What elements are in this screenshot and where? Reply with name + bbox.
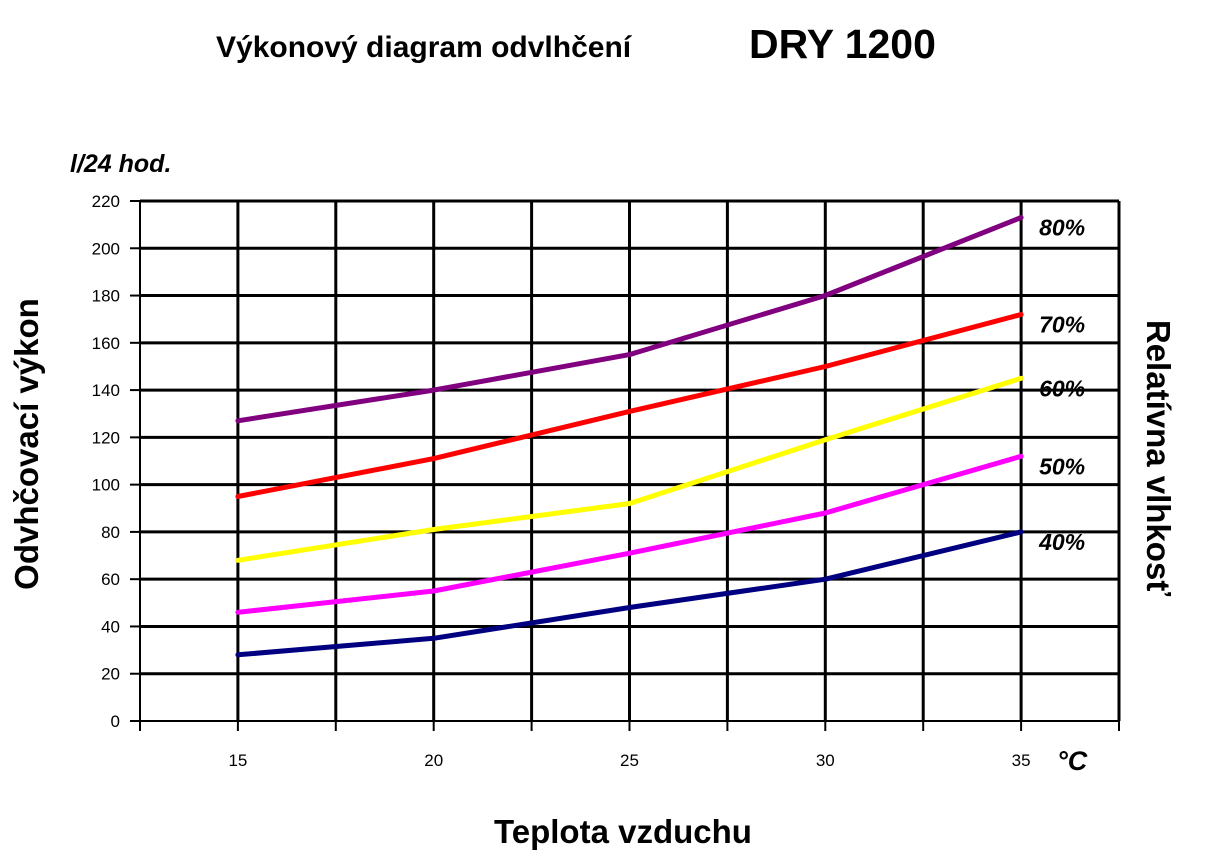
x-tick-label: 15 bbox=[228, 751, 247, 770]
y-unit-label: l/24 hod. bbox=[70, 150, 171, 178]
y-tick-label: 100 bbox=[92, 476, 120, 495]
grid bbox=[140, 199, 1121, 721]
axes bbox=[130, 200, 1120, 731]
y-tick-label: 80 bbox=[101, 523, 120, 542]
chart-model-title: DRY 1200 bbox=[749, 21, 936, 67]
series-label: 70% bbox=[1039, 311, 1085, 337]
series-line bbox=[235, 312, 1024, 499]
series-label: 50% bbox=[1039, 453, 1085, 479]
x-tick-label: 20 bbox=[424, 751, 443, 770]
tick-labels: 0 20 40 60 80 100 120 140 160 180 200 220 15 20 25 30 35… bbox=[92, 192, 1086, 770]
series-lines bbox=[235, 215, 1024, 658]
series-line bbox=[235, 453, 1024, 615]
right-axis-title: Relatívna vlhkosť bbox=[1140, 320, 1177, 596]
x-tick-label: 30 bbox=[816, 751, 835, 770]
y-tick-label: 60 bbox=[101, 570, 120, 589]
series-label: 40% bbox=[1038, 529, 1085, 555]
series-line bbox=[235, 529, 1024, 658]
y-tick-label: 40 bbox=[101, 617, 120, 636]
y-tick-label: 0 bbox=[111, 712, 120, 731]
y-axis-title: Odvhčovací výkon bbox=[8, 298, 45, 590]
y-tick-label: 140 bbox=[92, 381, 120, 400]
y-tick-label: 180 bbox=[92, 287, 120, 306]
series-line bbox=[235, 215, 1024, 424]
y-tick-label: 220 bbox=[92, 192, 120, 211]
x-axis-title: Teplota vzduchu bbox=[494, 813, 752, 850]
series-label: 60% bbox=[1039, 375, 1085, 401]
y-tick-label: 160 bbox=[92, 334, 120, 353]
y-tick-label: 20 bbox=[101, 665, 120, 684]
y-tick-label: 120 bbox=[92, 428, 120, 447]
series-line bbox=[235, 375, 1024, 563]
x-tick-label: 25 bbox=[620, 751, 639, 770]
y-tick-label: 200 bbox=[92, 239, 120, 258]
series-label: 80% bbox=[1039, 215, 1085, 241]
x-tick-label: 35 bbox=[1012, 751, 1031, 770]
chart-title: Výkonový diagram odvlhčení bbox=[216, 31, 633, 64]
x-unit-label: °C bbox=[1057, 746, 1088, 776]
